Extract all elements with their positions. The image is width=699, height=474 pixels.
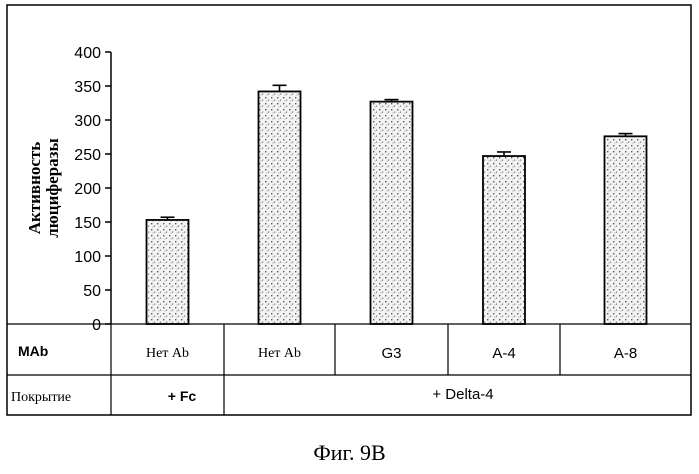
category-label: Нет Ab bbox=[258, 346, 301, 361]
y-axis-ticks: 0 50 100 150 200 250 300 350 400 bbox=[74, 45, 111, 334]
y-axis-title-line-1: Активность bbox=[25, 142, 44, 235]
y-tick-label: 200 bbox=[74, 181, 101, 198]
category-labels: Нет Ab Нет Ab G3 A-4 A-8 bbox=[146, 345, 637, 362]
y-tick-label: 0 bbox=[92, 317, 101, 334]
bar bbox=[259, 91, 301, 324]
y-tick-label: 350 bbox=[74, 79, 101, 96]
coating-delta4-label: + Delta-4 bbox=[432, 386, 493, 403]
y-tick-label: 250 bbox=[74, 147, 101, 164]
y-axis-title-line-2: люциферазы bbox=[43, 138, 62, 238]
category-label: A-4 bbox=[492, 345, 515, 362]
y-tick-label: 300 bbox=[74, 113, 101, 130]
row-label-mab: MAb bbox=[18, 343, 48, 359]
chart-frame bbox=[7, 5, 691, 415]
row-label-coating: Покрытие bbox=[11, 390, 71, 405]
y-tick-label: 50 bbox=[83, 283, 101, 300]
figure-caption: Фиг. 9В bbox=[0, 440, 699, 466]
category-table bbox=[7, 324, 691, 415]
category-label: G3 bbox=[381, 345, 401, 362]
bars bbox=[147, 85, 647, 324]
y-tick-label: 150 bbox=[74, 215, 101, 232]
bar bbox=[147, 220, 189, 324]
bar bbox=[605, 136, 647, 324]
category-label: Нет Ab bbox=[146, 346, 189, 361]
coating-fc-label: + Fc bbox=[168, 388, 197, 404]
y-tick-label: 100 bbox=[74, 249, 101, 266]
category-label: A-8 bbox=[614, 345, 637, 362]
y-axis-title: Активность люциферазы bbox=[25, 138, 62, 238]
bar bbox=[371, 102, 413, 324]
error-bar bbox=[273, 85, 287, 91]
bar bbox=[483, 156, 525, 324]
y-tick-label: 400 bbox=[74, 45, 101, 62]
